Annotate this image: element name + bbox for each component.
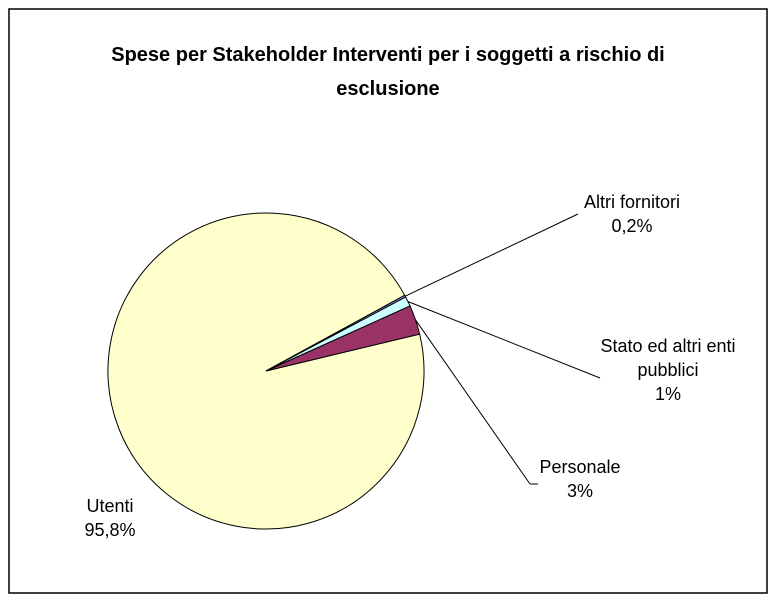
- data-label: Stato ed altri enti pubblici 1%: [598, 334, 738, 406]
- leader-line: [404, 213, 579, 297]
- chart-title: Spese per Stakeholder Interventi per i s…: [111, 44, 665, 100]
- label-name: Personale: [539, 457, 621, 477]
- data-label: Personale 3%: [520, 455, 640, 503]
- label-value: 0,2%: [611, 216, 653, 236]
- label-value: 1%: [654, 384, 681, 404]
- data-label: Altri fornitori 0,2%: [572, 190, 692, 238]
- label-name: Utenti: [86, 496, 134, 516]
- data-label: Utenti 95,8%: [50, 494, 170, 542]
- leader-line: [415, 319, 531, 485]
- label-value: 95,8%: [84, 520, 136, 540]
- leader-line: [407, 301, 601, 379]
- label-name: Altri fornitori: [583, 192, 681, 212]
- label-value: 3%: [566, 481, 593, 501]
- label-name: Stato ed altri enti pubblici: [600, 336, 736, 380]
